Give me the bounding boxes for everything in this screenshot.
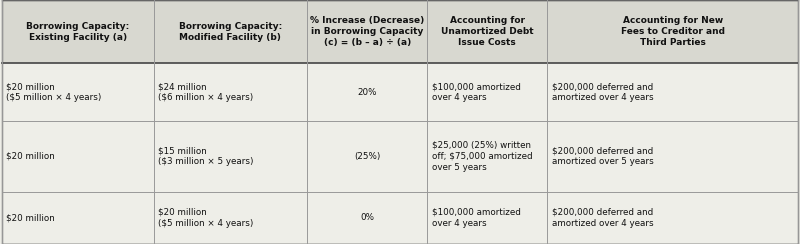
Text: $100,000 amortized
over 4 years: $100,000 amortized over 4 years bbox=[432, 208, 521, 228]
Text: Accounting for New
Fees to Creditor and
Third Parties: Accounting for New Fees to Creditor and … bbox=[621, 16, 725, 47]
Text: Accounting for
Unamortized Debt
Issue Costs: Accounting for Unamortized Debt Issue Co… bbox=[441, 16, 534, 47]
Text: 0%: 0% bbox=[360, 213, 374, 222]
Text: Borrowing Capacity:
Existing Facility (a): Borrowing Capacity: Existing Facility (a… bbox=[26, 22, 130, 42]
Bar bbox=[2, 192, 798, 244]
Text: $25,000 (25%) written
off; $75,000 amortized
over 5 years: $25,000 (25%) written off; $75,000 amort… bbox=[432, 141, 533, 172]
Text: $20 million
($5 million × 4 years): $20 million ($5 million × 4 years) bbox=[158, 208, 254, 228]
Text: $200,000 deferred and
amortized over 5 years: $200,000 deferred and amortized over 5 y… bbox=[552, 146, 654, 166]
Text: 20%: 20% bbox=[358, 88, 377, 97]
Text: Borrowing Capacity:
Modified Facility (b): Borrowing Capacity: Modified Facility (b… bbox=[178, 22, 282, 42]
Text: $200,000 deferred and
amortized over 4 years: $200,000 deferred and amortized over 4 y… bbox=[552, 208, 654, 228]
Text: % Increase (Decrease)
in Borrowing Capacity
(c) = (b – a) ÷ (a): % Increase (Decrease) in Borrowing Capac… bbox=[310, 16, 424, 47]
Text: $20 million: $20 million bbox=[6, 213, 55, 222]
Text: $24 million
($6 million × 4 years): $24 million ($6 million × 4 years) bbox=[158, 82, 254, 102]
Text: $20 million: $20 million bbox=[6, 152, 55, 161]
Text: $200,000 deferred and
amortized over 4 years: $200,000 deferred and amortized over 4 y… bbox=[552, 82, 654, 102]
Text: $100,000 amortized
over 4 years: $100,000 amortized over 4 years bbox=[432, 82, 521, 102]
Bar bbox=[2, 63, 798, 121]
Text: $20 million
($5 million × 4 years): $20 million ($5 million × 4 years) bbox=[6, 82, 102, 102]
Bar bbox=[2, 0, 798, 63]
Text: (25%): (25%) bbox=[354, 152, 380, 161]
Text: $15 million
($3 million × 5 years): $15 million ($3 million × 5 years) bbox=[158, 146, 254, 166]
Bar bbox=[2, 121, 798, 192]
